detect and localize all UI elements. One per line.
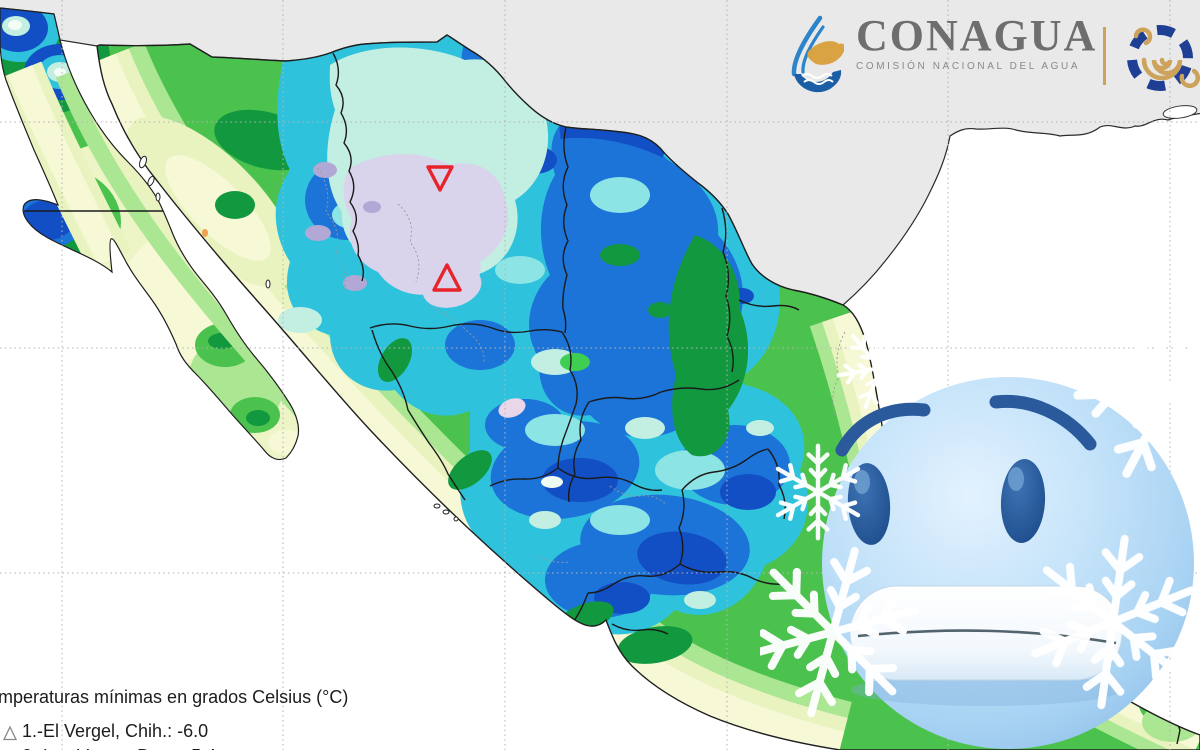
emoji-eyes [847, 459, 1046, 545]
legend-triangle-outline-icon [2, 725, 18, 741]
logo-divider [1103, 27, 1106, 85]
emoji-left-eyebrow [835, 402, 931, 457]
brand-subtitle: COMISIÓN NACIONAL DEL AGUA [856, 61, 1081, 72]
cold-face-emoji [760, 300, 1200, 749]
us-coast-lagoon [1162, 105, 1198, 119]
state-boundaries [24, 52, 1192, 745]
islands [139, 155, 459, 522]
water-drop-eagle-icon [791, 15, 844, 93]
emoji-right-eyebrow [989, 394, 1097, 451]
brand-name: CONAGUA [856, 11, 1098, 60]
prehispanic-water-spiral-icon [1127, 25, 1200, 91]
conagua-logo: CONAGUA COMISIÓN NACIONAL DEL AGUA [788, 14, 1097, 98]
station-marker-1-triangle-down-icon [426, 165, 454, 192]
station-marker-2-triangle-up-icon [432, 263, 462, 292]
